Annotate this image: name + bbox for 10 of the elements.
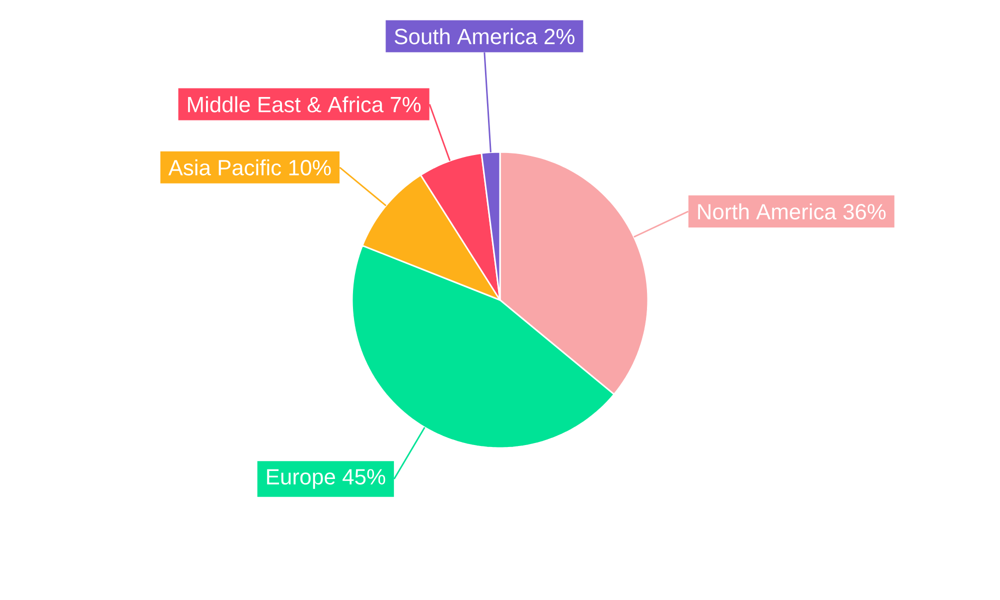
data-label: 7% [390,96,421,112]
slice-label: Asia Pacific [168,159,282,176]
data-label: 45% [342,469,386,485]
slice-label: South America [394,28,538,44]
data-label: 10% [289,160,331,176]
slice-label: Europe [267,469,336,489]
slice-label: North America [698,203,836,220]
slice-label: Middle East & Africa [188,96,384,112]
data-label: 36% [843,204,886,220]
data-label: 2% [544,28,574,44]
